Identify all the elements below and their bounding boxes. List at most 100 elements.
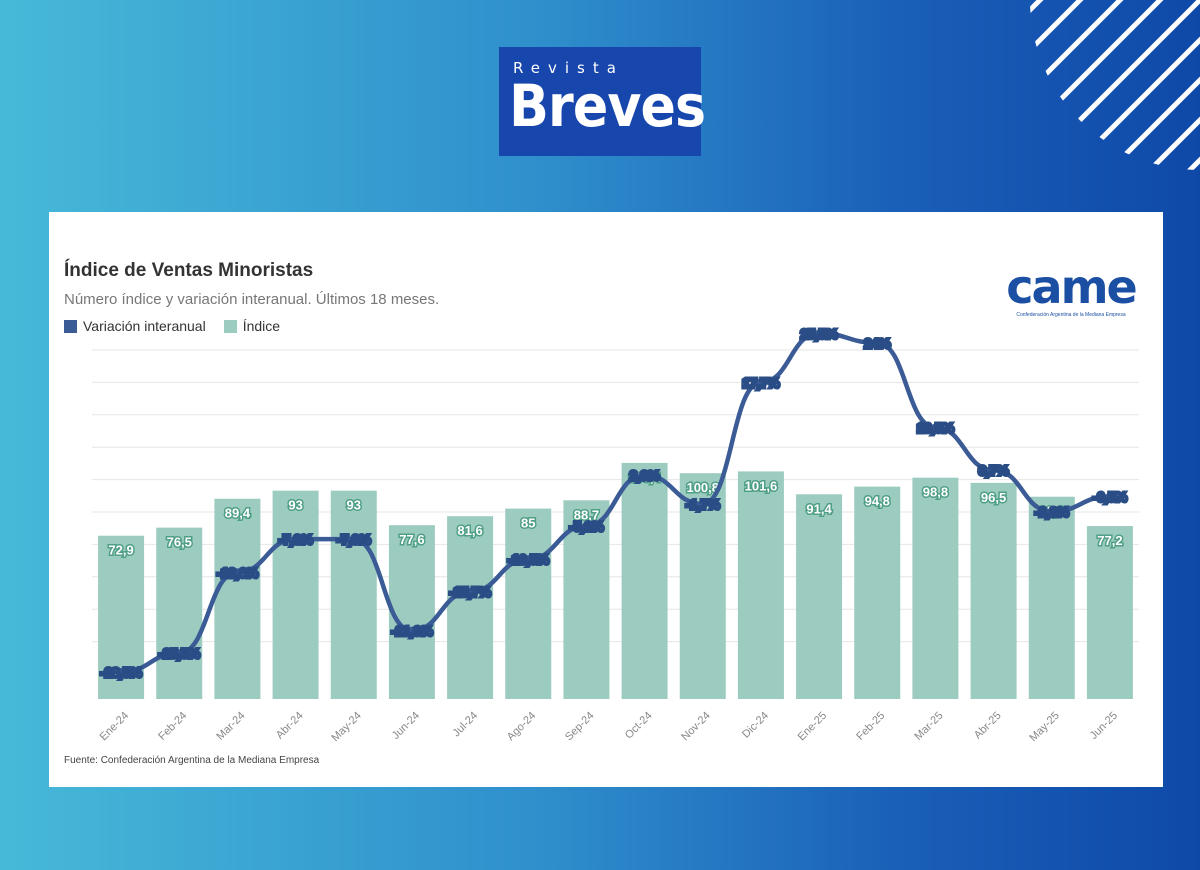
line-value-label: 10,5% bbox=[917, 420, 954, 435]
line-point bbox=[931, 423, 940, 432]
bar-value-label: 93 bbox=[347, 498, 361, 513]
line-point bbox=[873, 338, 882, 347]
x-tick-label: Dic-24 bbox=[740, 710, 771, 741]
bar bbox=[330, 490, 377, 699]
bar bbox=[796, 494, 843, 699]
legend-item-line: Variación interanual bbox=[64, 318, 206, 334]
x-tick-label: May-24 bbox=[329, 710, 363, 744]
legend-swatch-line bbox=[64, 319, 77, 333]
x-tick-label: Mar-25 bbox=[912, 710, 945, 743]
line-value-label: -7,3% bbox=[279, 532, 313, 547]
bar bbox=[563, 500, 610, 699]
line-point bbox=[466, 587, 475, 596]
chart-canvas: 72,976,589,4939377,681,68588,7105,4100,8… bbox=[92, 324, 1139, 744]
x-tick-label: Oct-24 bbox=[623, 710, 655, 742]
bar bbox=[214, 498, 261, 699]
x-tick-label: Feb-24 bbox=[156, 710, 189, 743]
bar bbox=[854, 486, 901, 699]
chart-source: Fuente: Confederación Argentina de la Me… bbox=[64, 755, 320, 766]
line-value-label: 24% bbox=[864, 336, 890, 351]
bar-value-label: 94,8 bbox=[865, 494, 890, 509]
bar-value-label: 77,6 bbox=[399, 532, 424, 547]
x-tick-label: Jun-24 bbox=[390, 710, 422, 742]
bar bbox=[912, 477, 959, 699]
came-logo-tagline: Confederación Argentina de la Mediana Em… bbox=[1016, 312, 1126, 318]
line-point bbox=[407, 626, 416, 635]
bar-value-label: 98,8 bbox=[923, 485, 948, 500]
decorative-stripes bbox=[1030, 0, 1200, 170]
line-value-label: -15,7% bbox=[449, 585, 491, 600]
bar-value-label: 96,5 bbox=[981, 490, 1006, 505]
x-tick-label: Ago-24 bbox=[505, 710, 539, 744]
bar bbox=[1028, 496, 1075, 699]
bar bbox=[970, 482, 1017, 699]
bar-value-label: 93 bbox=[288, 498, 302, 513]
came-logo-text: came bbox=[1006, 260, 1137, 314]
line-point bbox=[698, 499, 707, 508]
x-tick-label: Abr-24 bbox=[274, 710, 306, 742]
bar bbox=[621, 462, 668, 699]
bar-value-label: 89,4 bbox=[225, 506, 251, 521]
x-tick-label: Mar-24 bbox=[214, 710, 247, 743]
bar-value-label: 100,8 bbox=[686, 480, 719, 495]
bar-value-label: 76,5 bbox=[167, 535, 192, 550]
series-line bbox=[118, 331, 1113, 675]
line-point bbox=[524, 555, 533, 564]
bar bbox=[272, 490, 319, 699]
came-logo: came Confederación Argentina de la Media… bbox=[1004, 264, 1138, 324]
line-point bbox=[640, 471, 649, 480]
line-point bbox=[233, 568, 242, 577]
bar-value-label: 91,4 bbox=[806, 501, 832, 516]
line-point bbox=[349, 535, 358, 544]
bar bbox=[447, 516, 494, 699]
legend-label-bar: Índice bbox=[242, 318, 281, 334]
logo-main-text: Breves bbox=[509, 72, 706, 140]
line-point bbox=[1105, 492, 1114, 501]
line-value-label: -0,5% bbox=[1093, 489, 1127, 504]
line-value-label: -28,5% bbox=[100, 665, 142, 680]
line-point bbox=[756, 378, 765, 387]
bar-value-label: 101,6 bbox=[745, 478, 778, 493]
line-value-label: -1,7% bbox=[686, 497, 720, 512]
x-tick-label: Jul-24 bbox=[451, 710, 481, 740]
x-tick-label: Ene-24 bbox=[98, 710, 132, 744]
legend-label-line: Variación interanual bbox=[83, 318, 206, 334]
line-point bbox=[291, 535, 300, 544]
x-tick-label: Abr-25 bbox=[972, 710, 1004, 742]
bar bbox=[505, 508, 552, 699]
x-tick-label: Nov-24 bbox=[679, 710, 713, 744]
line-value-label: 3,7% bbox=[979, 463, 1009, 478]
line-value-label: -5,2% bbox=[569, 519, 603, 534]
line-point bbox=[815, 329, 824, 338]
bar-value-label: 88,7 bbox=[574, 507, 599, 522]
line-value-label: -10,5% bbox=[508, 552, 550, 567]
chart-title: Índice de Ventas Minoristas bbox=[64, 260, 314, 281]
chart-card: 72,976,589,4939377,681,68588,7105,4100,8… bbox=[49, 212, 1163, 787]
x-tick-label: Ene-25 bbox=[796, 710, 830, 744]
line-value-label: -7,3% bbox=[337, 532, 371, 547]
legend-swatch-bar bbox=[223, 319, 237, 333]
line-point bbox=[582, 521, 591, 530]
legend-item-bar: Índice bbox=[223, 318, 281, 334]
x-tick-label: Jun-25 bbox=[1088, 710, 1120, 742]
line-value-label: -25,5% bbox=[159, 646, 201, 661]
bar bbox=[156, 527, 203, 699]
line-point bbox=[117, 668, 126, 676]
bar-value-label: 72,9 bbox=[108, 543, 133, 558]
bar bbox=[1086, 526, 1133, 699]
x-tick-label: Feb-25 bbox=[854, 710, 887, 743]
line-value-label: 25,5% bbox=[801, 326, 838, 341]
bar-value-label: 81,6 bbox=[457, 523, 482, 538]
chart-legend: Variación interanual Índice bbox=[64, 318, 280, 334]
bar-value-label: 77,2 bbox=[1097, 533, 1122, 548]
line-value-label: -2,9% bbox=[1035, 504, 1069, 519]
line-point bbox=[989, 466, 998, 475]
x-tick-label: May-25 bbox=[1027, 710, 1061, 744]
line-value-label: 2,9% bbox=[630, 468, 660, 483]
bar-value-label: 85 bbox=[521, 516, 535, 531]
line-value-label: -21,9% bbox=[391, 624, 433, 639]
bar bbox=[388, 525, 435, 699]
logo-top-text: Revista bbox=[513, 59, 624, 77]
line-value-label: 17,7% bbox=[742, 375, 779, 390]
revista-breves-logo: Revista Breves bbox=[499, 47, 706, 156]
